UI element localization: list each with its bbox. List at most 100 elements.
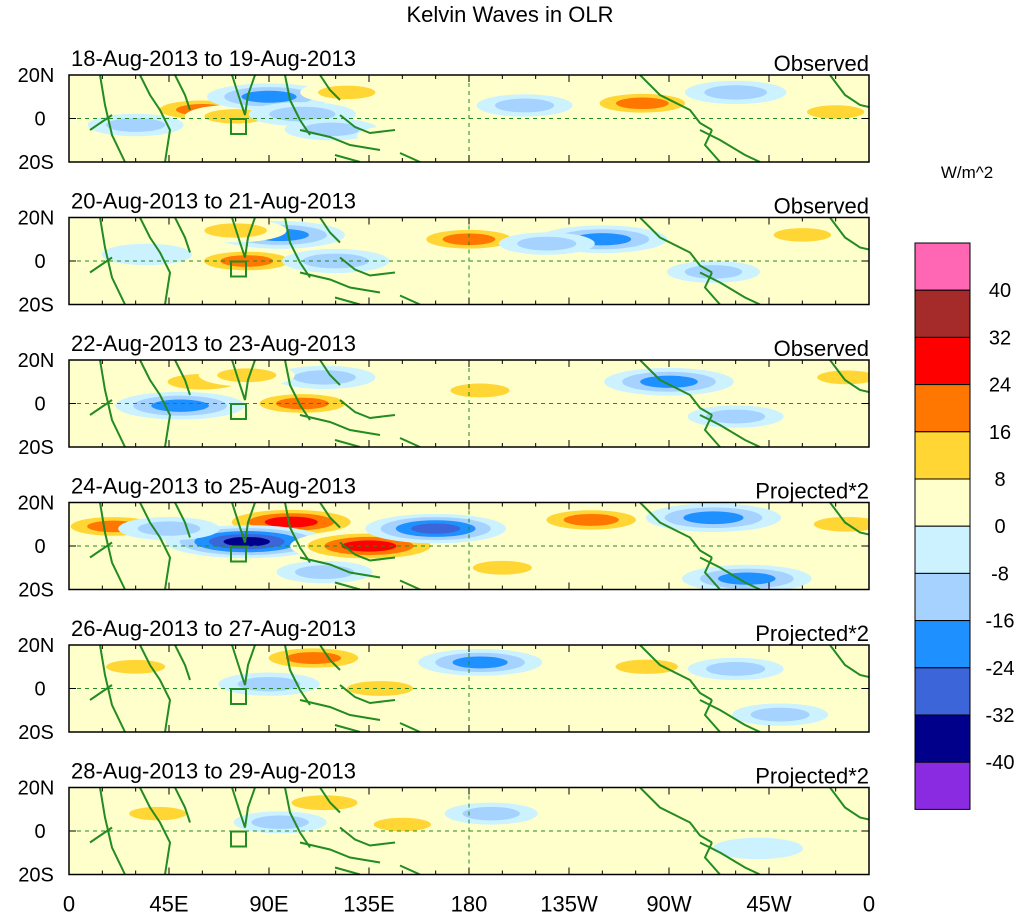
anomaly-contour (495, 98, 555, 113)
anomaly-cell (355, 813, 449, 836)
y-tick-label: 0 (34, 251, 45, 273)
region-box (230, 260, 247, 278)
anomaly-cell (529, 506, 654, 534)
colorbar-swatch (914, 667, 971, 716)
anomaly-contour (373, 817, 432, 832)
colorbar-label: 24 (989, 375, 1011, 397)
anomaly-contour (237, 676, 301, 692)
coastline (829, 75, 869, 108)
panel-date-range: 18-Aug-2013 to 19-Aug-2013 (71, 46, 356, 71)
y-tick-label: 20S (18, 580, 54, 602)
x-tick-label: 45E (149, 892, 188, 917)
coastline (284, 787, 341, 849)
anomaly-cell (793, 512, 869, 537)
coastline (829, 502, 869, 536)
y-tick-label: 0 (34, 821, 45, 843)
anomaly-cell (198, 364, 295, 387)
coastline (639, 360, 713, 416)
colorbar-label: -40 (986, 752, 1015, 774)
anomaly-contour (442, 233, 496, 246)
coastline (699, 414, 761, 447)
panel-5: 20N 0 20S 26-Aug-2013 to 27-Aug-2013 Project… (18, 616, 870, 744)
anomaly-contour (264, 516, 318, 528)
panel-label: Projected*2 (755, 621, 869, 646)
coastline (231, 360, 256, 401)
anomaly-cell (687, 657, 784, 681)
panel-date-range: 24-Aug-2013 to 25-Aug-2013 (71, 474, 356, 499)
x-tick-label: 90W (646, 892, 691, 917)
coastline (89, 75, 126, 162)
y-tick-label: 20S (18, 295, 54, 317)
anomaly-contour (318, 85, 376, 100)
coastline (139, 787, 191, 875)
panel-4: 20N 0 20S 24-Aug-2013 to 25-Aug-2013 Project… (18, 474, 870, 602)
anomaly-contour (241, 90, 297, 103)
coastline (699, 271, 761, 305)
anomaly-contour (706, 662, 766, 676)
coastline (639, 75, 713, 131)
anomaly-contour (291, 795, 358, 811)
anomaly-cell (604, 367, 734, 396)
colorbar-label: 0 (994, 516, 1005, 538)
anomaly-cell (684, 80, 787, 105)
panel-map (69, 360, 869, 447)
anomaly-contour (269, 106, 336, 122)
anomaly-contour (563, 513, 619, 526)
y-tick-label: 0 (34, 109, 45, 131)
anomaly-contour (623, 794, 715, 816)
anomaly-contour (101, 243, 192, 266)
colorbar-legend: 40 32 24 16 8 0 -8 -16 -24 -32 -40 (914, 242, 1015, 810)
colorbar-units: W/m^2 (941, 163, 993, 182)
anomaly-cell (687, 405, 784, 428)
coastline (139, 645, 191, 732)
region-box (230, 688, 247, 705)
y-tick-label: 0 (34, 394, 45, 416)
anomaly-contour (462, 806, 520, 821)
y-tick-label: 20N (18, 208, 55, 230)
y-tick-label: 0 (34, 679, 45, 701)
panel-6: 20N 0 20S 28-Aug-2013 to 29-Aug-2013 Project… (18, 759, 870, 887)
y-tick-label: 20S (18, 722, 54, 744)
x-tick-label: 135W (540, 892, 598, 917)
coastline (299, 684, 396, 721)
colorbar-swatch (914, 478, 971, 527)
chart-title: Kelvin Waves in OLR (406, 2, 613, 27)
anomaly-contour (151, 399, 209, 412)
anomaly-contour (357, 125, 448, 147)
anomaly-contour (295, 565, 355, 579)
anomaly-cell (218, 672, 320, 696)
region-box (230, 403, 247, 420)
anomaly-cell (118, 516, 220, 541)
anomaly-cell (270, 790, 379, 815)
y-tick-label: 20N (18, 778, 55, 800)
anomaly-contour (452, 656, 508, 669)
x-tick-label: 180 (451, 892, 488, 917)
coastline (139, 75, 191, 162)
anomaly-cell (111, 802, 205, 825)
anomaly-cell (732, 703, 829, 726)
y-tick-label: 20N (18, 493, 55, 515)
colorbar-label: -32 (986, 705, 1015, 727)
coastline (89, 360, 126, 447)
anomaly-cell (418, 649, 543, 676)
coastline (334, 294, 421, 305)
anomaly-cell (681, 564, 812, 590)
colorbar-swatch (914, 384, 971, 433)
anomaly-contour (712, 837, 804, 860)
colorbar-swatch (914, 242, 971, 291)
x-tick-label: 135E (343, 892, 394, 917)
anomaly-contour (640, 375, 698, 388)
coastline (89, 217, 126, 305)
panel-2: 20N 0 20S 20-Aug-2013 to 21-Aug-2013 Observe… (18, 189, 870, 317)
anomaly-cell (666, 260, 761, 283)
colorbar-label: 8 (994, 469, 1005, 491)
coastline (334, 579, 421, 590)
colorbar-label: -24 (986, 658, 1015, 680)
coastline (639, 787, 713, 844)
coastline (334, 437, 421, 447)
anomaly-cell (789, 100, 869, 123)
coastline (639, 645, 713, 701)
panel-3: 20N 0 20S 22-Aug-2013 to 23-Aug-2013 Observe… (18, 331, 870, 459)
anomaly-cell (583, 90, 702, 117)
